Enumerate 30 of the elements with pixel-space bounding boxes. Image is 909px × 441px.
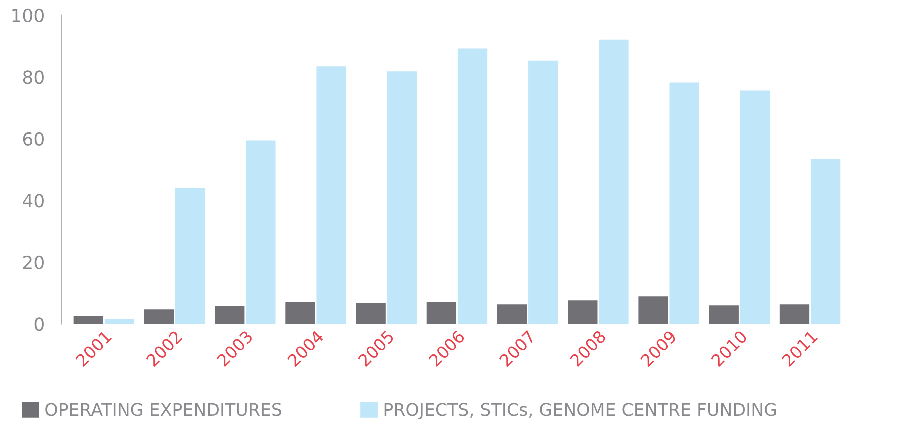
bar	[599, 40, 629, 324]
bar	[528, 60, 558, 324]
bar	[426, 302, 457, 324]
y-tick-label: 20	[23, 256, 44, 270]
bar	[780, 304, 810, 324]
bar	[387, 72, 417, 324]
bar	[568, 300, 598, 324]
y-tick-label: 80	[23, 70, 44, 84]
bar	[670, 82, 700, 324]
y-tick-label: 40	[23, 194, 44, 208]
legend-label: OPERATING EXPENDITURES	[46, 403, 282, 416]
legend-label: PROJECTS, STICs, GENOME CENTRE FUNDING	[384, 403, 776, 420]
bar	[810, 159, 841, 324]
bar	[215, 306, 245, 324]
bar	[144, 310, 174, 324]
y-tick-label: 0	[34, 318, 44, 332]
bar	[286, 302, 316, 324]
bar	[316, 66, 346, 324]
bar	[246, 140, 276, 324]
bar	[74, 316, 104, 324]
y-tick-label: 60	[23, 132, 44, 146]
y-tick-label: 100	[12, 8, 44, 23]
bar	[175, 188, 206, 324]
bar	[458, 48, 488, 324]
bar	[356, 303, 386, 324]
bar	[638, 296, 668, 324]
bar	[104, 320, 135, 324]
bar	[497, 304, 528, 324]
bar	[709, 306, 739, 324]
bar	[740, 90, 770, 324]
